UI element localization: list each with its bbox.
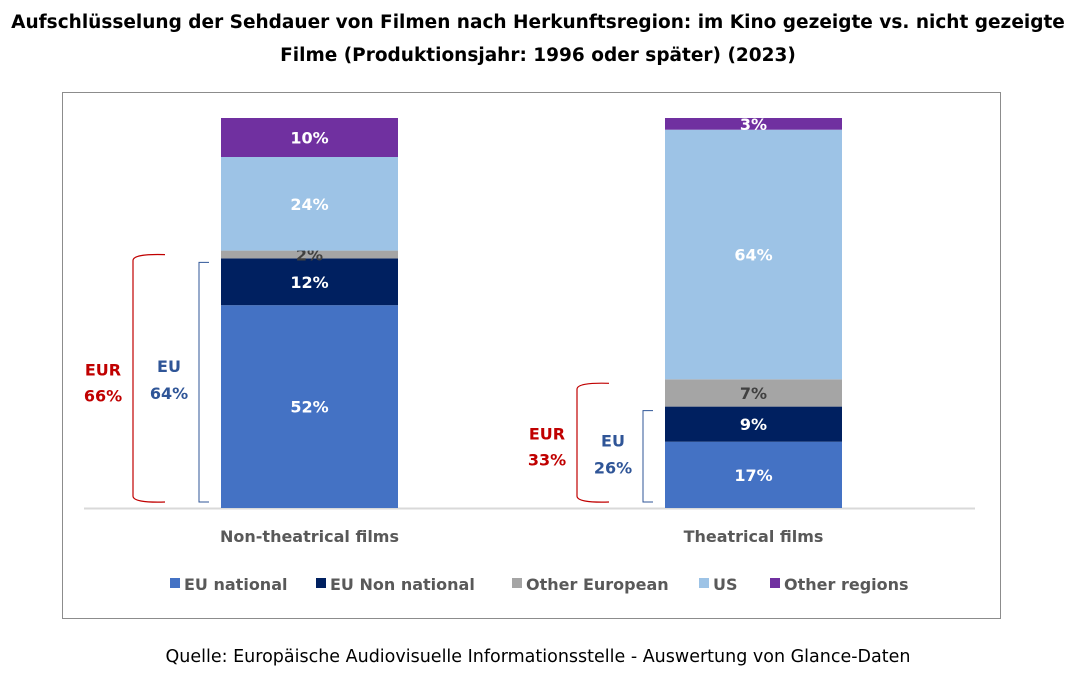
bar-segment	[221, 118, 398, 157]
data-label: 10%	[290, 129, 328, 148]
title-line-2: Filme (Produktionsjahr: 1996 oder später…	[280, 45, 796, 66]
eur-bracket	[132, 253, 166, 503]
eur-label: EUR	[85, 360, 121, 379]
bar-segment	[665, 129, 842, 380]
data-label: 9%	[740, 415, 767, 434]
title-line-1: Aufschlüsselung der Sehdauer von Filmen …	[11, 12, 1065, 33]
bar-segment	[221, 258, 398, 306]
legend-label: Other European	[526, 575, 669, 594]
eur-value: 66%	[84, 386, 122, 405]
legend-label: US	[713, 575, 738, 594]
bar-segment	[221, 305, 398, 508]
bar-segment	[665, 118, 842, 130]
eu-value: 64%	[150, 384, 188, 403]
data-label: 64%	[734, 246, 772, 265]
bar-segment	[665, 379, 842, 407]
data-label: 24%	[290, 195, 328, 214]
legend-label: Other regions	[784, 575, 909, 594]
data-label: 17%	[734, 466, 772, 485]
bar-segment	[665, 406, 842, 442]
eur-label: EUR	[529, 425, 565, 444]
bar-segment	[665, 441, 842, 508]
legend-swatch	[699, 578, 709, 588]
legend-swatch	[512, 578, 522, 588]
eu-label: EU	[601, 431, 625, 450]
bar-segment	[221, 157, 398, 251]
legend-label: EU Non national	[330, 575, 475, 594]
legend-swatch	[316, 578, 326, 588]
chart-frame	[62, 92, 1001, 619]
source-note: Quelle: Europäische Audiovisuelle Inform…	[165, 647, 911, 667]
eu-bracket	[198, 261, 209, 503]
eu-value: 26%	[594, 458, 632, 477]
category-label: Non-theatrical films	[220, 527, 399, 546]
legend-label: EU national	[184, 575, 287, 594]
data-label: 12%	[290, 273, 328, 292]
bar-segment	[221, 250, 398, 259]
category-label: Theatrical films	[684, 527, 824, 546]
eur-bracket	[576, 382, 610, 503]
data-label: 52%	[290, 398, 328, 417]
legend-swatch	[170, 578, 180, 588]
chart-title: Aufschlüsselung der Sehdauer von Filmen …	[0, 6, 1076, 72]
eur-value: 33%	[528, 451, 566, 470]
eu-label: EU	[157, 357, 181, 376]
data-label: 7%	[740, 384, 767, 403]
eu-bracket	[642, 410, 653, 503]
legend-swatch	[770, 578, 780, 588]
data-label: 3%	[740, 115, 767, 134]
